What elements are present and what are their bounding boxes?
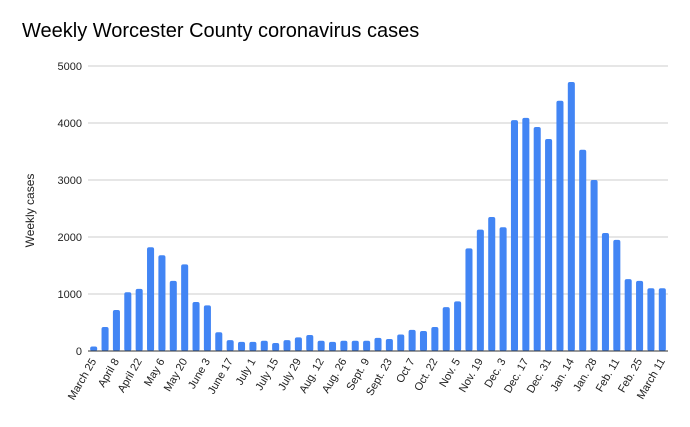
bar (363, 340, 371, 351)
bar (351, 340, 359, 351)
bar (545, 138, 553, 351)
y-axis-label: Weekly cases (23, 174, 37, 248)
bar (636, 280, 644, 351)
bar (90, 346, 98, 351)
bar (203, 305, 211, 351)
bar (192, 301, 200, 351)
bar (249, 341, 257, 351)
bar (317, 340, 325, 351)
x-tick-label: March 25 (66, 357, 99, 403)
bar (306, 335, 314, 351)
bar (147, 247, 155, 351)
bar (340, 340, 348, 351)
bar (181, 264, 189, 351)
bar (101, 327, 109, 351)
bar (397, 334, 405, 351)
bar (419, 331, 428, 351)
bar (647, 288, 655, 351)
bar (476, 229, 484, 351)
bar (624, 279, 632, 351)
bar (488, 217, 496, 351)
y-tick-label: 1000 (58, 289, 82, 301)
bar (658, 288, 666, 351)
y-tick-label: 5000 (58, 61, 82, 73)
y-tick-label: 3000 (58, 175, 82, 187)
chart-title: Weekly Worcester County coronavirus case… (22, 20, 420, 42)
bar (374, 337, 382, 351)
bar (465, 248, 473, 351)
y-tick-label: 0 (76, 346, 82, 358)
bar (294, 337, 302, 351)
bar (408, 329, 416, 351)
bar (579, 149, 587, 351)
bar (590, 180, 598, 351)
bar (533, 126, 541, 352)
bar (522, 117, 530, 352)
y-tick-label: 4000 (58, 118, 82, 130)
bar (385, 339, 393, 351)
bar (567, 81, 575, 352)
bar (556, 100, 564, 352)
bar (328, 341, 337, 351)
x-tick-label: Oct 7 (394, 357, 418, 386)
bar (283, 340, 291, 351)
bar (613, 239, 621, 351)
bar (158, 255, 166, 351)
bar (510, 120, 518, 352)
bar (454, 301, 462, 351)
bar (442, 307, 450, 351)
bar (431, 327, 439, 351)
bar (601, 233, 609, 351)
bar (238, 341, 246, 351)
bar (112, 309, 120, 351)
bar (260, 340, 268, 351)
y-tick-label: 2000 (58, 232, 82, 244)
bar (499, 227, 507, 351)
bar (272, 343, 280, 351)
bar (226, 340, 234, 351)
bar (215, 332, 223, 351)
bar (169, 280, 177, 351)
bar (124, 292, 132, 351)
bar (135, 288, 143, 351)
